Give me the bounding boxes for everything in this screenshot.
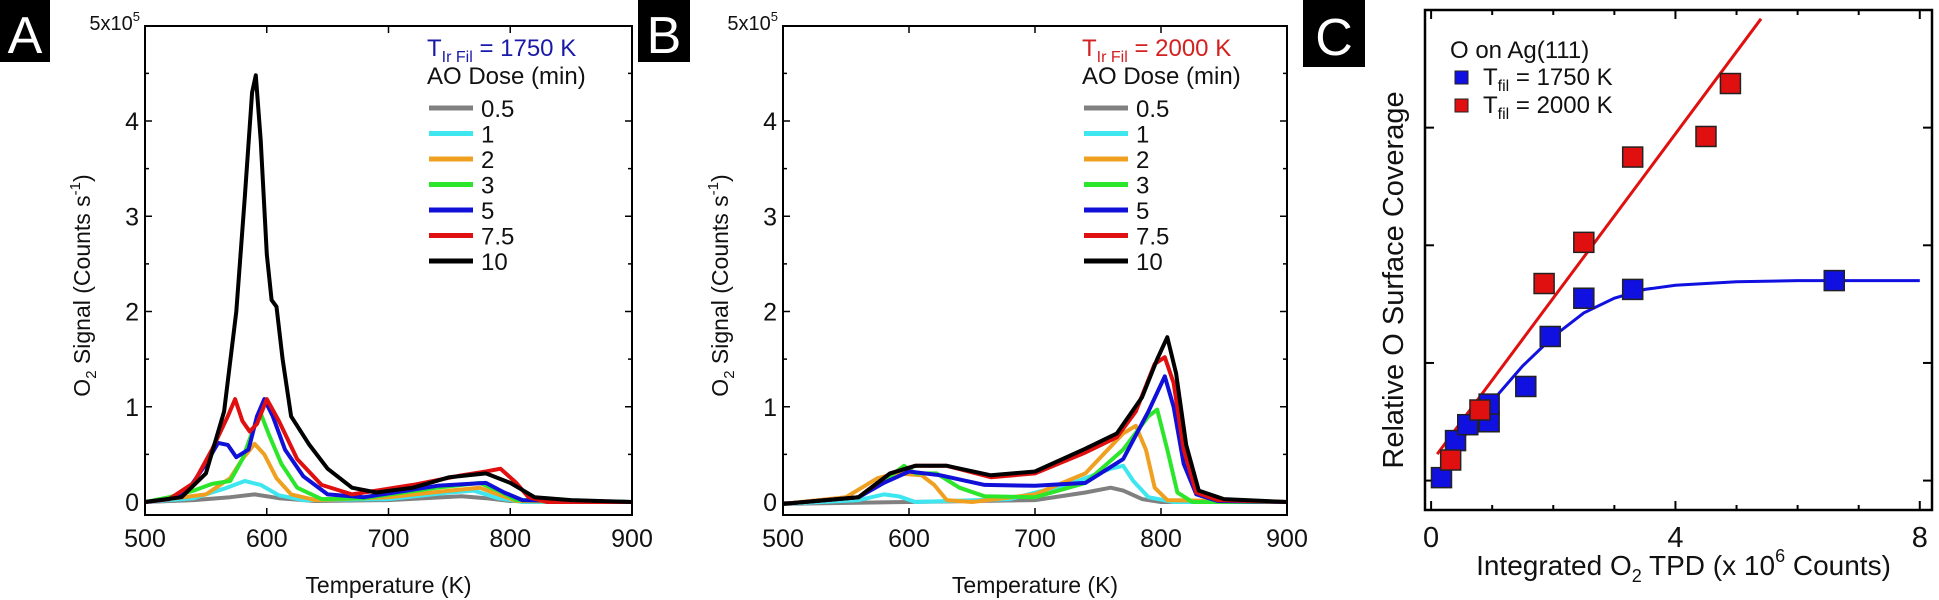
data-point-2000k xyxy=(1573,231,1595,254)
series-line-5 xyxy=(783,374,1287,506)
x-tick-label: 700 xyxy=(1014,525,1056,553)
legend-label: 7.5 xyxy=(481,224,514,251)
y-tick-label: 4 xyxy=(125,108,139,136)
y-axis-label: O2 Signal (Counts s-1) xyxy=(67,174,100,396)
data-point-2000k xyxy=(1719,72,1742,95)
y-multiplier-label: 5x105 xyxy=(727,9,778,35)
legend-label: 2 xyxy=(1136,147,1149,174)
panel-label-box-c xyxy=(1303,0,1365,67)
data-point-2000k xyxy=(1533,272,1555,295)
y-tick-label: 3 xyxy=(125,203,139,231)
x-tick-label: 600 xyxy=(888,525,930,553)
legend-title: O on Ag(111) xyxy=(1450,37,1589,64)
x-axis-label: Temperature (K) xyxy=(952,572,1118,598)
series-line-10 xyxy=(783,335,1287,506)
y-tick-label: 1 xyxy=(125,394,139,422)
panel-label-b: B xyxy=(647,7,682,65)
x-tick-label: 600 xyxy=(246,525,288,553)
y-tick-label: 4 xyxy=(763,108,777,136)
legend-title: AO Dose (min) xyxy=(427,63,586,90)
legend-label: 5 xyxy=(1136,198,1149,225)
x-tick-label: 800 xyxy=(1140,525,1182,553)
y-tick-label: 0 xyxy=(763,489,777,517)
y-axis-label: O2 Signal (Counts s-1) xyxy=(705,174,738,396)
legend-label: Tfil = 2000 K xyxy=(1483,92,1613,123)
fit-line-1750k xyxy=(1435,279,1920,479)
data-point-2000k xyxy=(1439,449,1462,471)
data-point-1750k xyxy=(1539,325,1561,348)
data-point-1750k xyxy=(1515,375,1537,398)
panel-label-box-b xyxy=(638,0,690,62)
legend-label: 0.5 xyxy=(481,96,514,123)
legend-label: 5 xyxy=(481,198,494,225)
x-tick-label: 500 xyxy=(762,525,804,553)
data-point-1750k xyxy=(1573,287,1595,309)
filament-temperature-annotation: TIr Fil = 2000 K xyxy=(1082,35,1231,66)
fit-line-2000k xyxy=(1435,17,1763,455)
data-point-2000k xyxy=(1695,125,1717,148)
panel-label-c: C xyxy=(1315,9,1353,67)
y-tick-label: 2 xyxy=(763,299,777,327)
x-axis-label: Integrated O2 TPD (x 106 Counts) xyxy=(1476,546,1891,586)
data-point-2000k xyxy=(1469,399,1491,421)
filament-temperature-annotation: TIr Fil = 1750 K xyxy=(427,35,576,66)
y-tick-label: 1 xyxy=(763,394,777,422)
legend-label: 2 xyxy=(481,147,494,174)
series-line-7_5 xyxy=(145,397,632,504)
x-tick-label: 800 xyxy=(489,525,531,553)
x-tick-label: 8 xyxy=(1912,522,1928,554)
legend-label: 1 xyxy=(481,122,494,149)
panel-label-box-a xyxy=(0,0,50,62)
data-point-1750k xyxy=(1621,278,1644,301)
y-axis-label: Relative O Surface Coverage xyxy=(1378,91,1410,468)
legend-label: Tfil = 1750 K xyxy=(1483,64,1613,95)
x-tick-label: 4 xyxy=(1667,522,1683,554)
legend-label: 3 xyxy=(481,173,494,200)
panel-label-a: A xyxy=(8,7,43,65)
legend-title: AO Dose (min) xyxy=(1082,63,1241,90)
data-point-1750k xyxy=(1823,269,1846,292)
data-point-2000k xyxy=(1621,146,1644,168)
series-line-1 xyxy=(145,479,632,504)
plot-frame xyxy=(1423,8,1934,512)
series-line-10 xyxy=(145,73,632,504)
x-tick-label: 0 xyxy=(1423,522,1439,554)
y-tick-label: 2 xyxy=(125,299,139,327)
legend-label: 10 xyxy=(481,249,508,276)
x-tick-label: 500 xyxy=(124,525,166,553)
x-tick-label: 700 xyxy=(368,525,410,553)
y-tick-label: 3 xyxy=(763,203,777,231)
x-tick-label: 900 xyxy=(1266,525,1308,553)
y-tick-label: 0 xyxy=(125,489,139,517)
legend-label: 1 xyxy=(1136,122,1149,149)
legend-label: 10 xyxy=(1136,249,1163,276)
x-tick-label: 900 xyxy=(611,525,653,553)
x-axis-label: Temperature (K) xyxy=(305,572,471,598)
panel-c: C 0 4 8 Integrated O2 TPD (x 106 Counts) Rel… xyxy=(1303,0,1934,586)
legend-swatch xyxy=(1454,70,1469,85)
legend-label: 0.5 xyxy=(1136,96,1169,123)
legend-label: 7.5 xyxy=(1136,224,1169,251)
legend-swatch xyxy=(1454,98,1469,113)
plot-frame xyxy=(782,25,1288,516)
series-line-7_5 xyxy=(783,355,1287,506)
y-multiplier-label: 5x105 xyxy=(89,9,140,35)
legend-label: 3 xyxy=(1136,173,1149,200)
